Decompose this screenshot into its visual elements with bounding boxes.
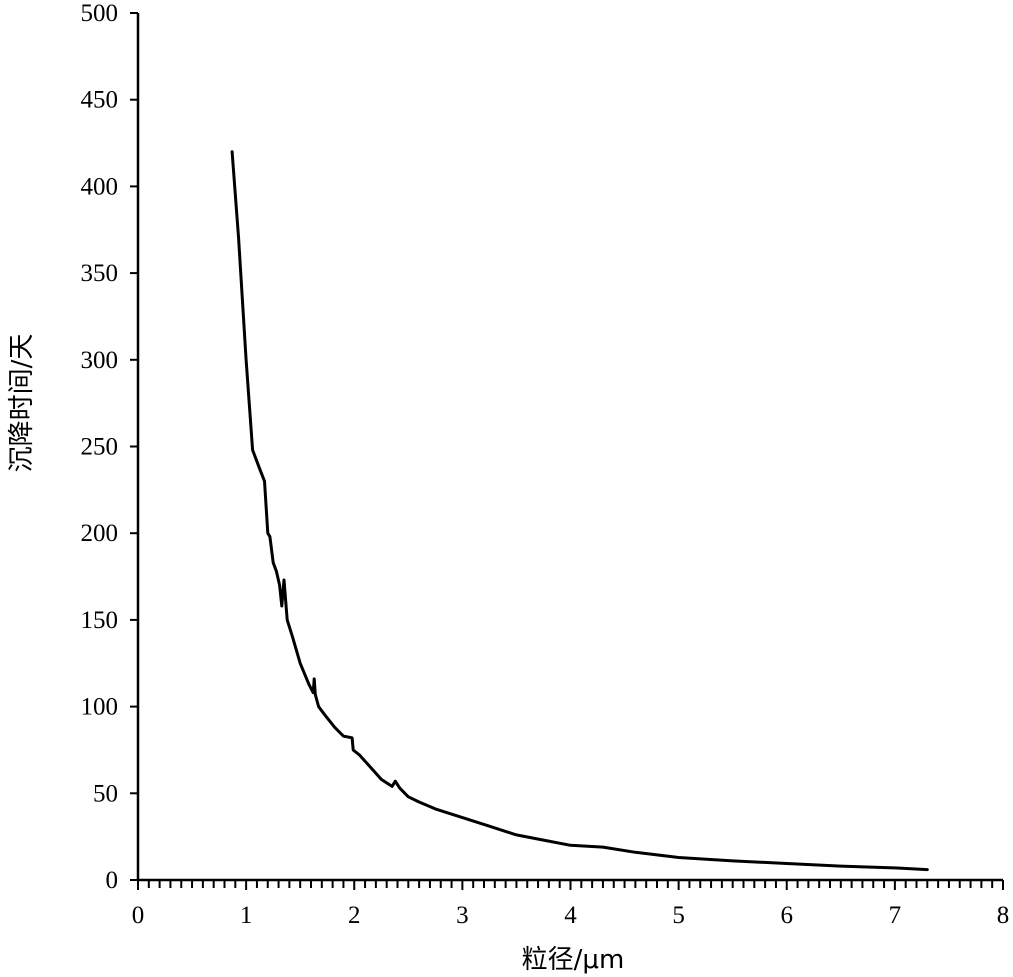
- x-axis-title: 粒径/μm: [522, 945, 625, 975]
- y-tick-label: 50: [93, 780, 118, 807]
- x-tick-label: 4: [564, 902, 577, 929]
- x-tick-label: 6: [781, 902, 794, 929]
- x-tick-label: 0: [132, 902, 145, 929]
- x-axis: 0 1 2 3 4 5 6 7 8: [132, 878, 1010, 929]
- y-axis: 0 50 100 150 200 250 300 350 400 450 500: [81, 0, 140, 894]
- x-tick-label: 2: [348, 902, 361, 929]
- y-tick-label: 400: [81, 173, 119, 200]
- y-tick-label: 300: [81, 347, 119, 374]
- x-tick-label: 1: [240, 902, 253, 929]
- x-tick-label: 8: [997, 902, 1010, 929]
- x-tick-label: 5: [672, 902, 685, 929]
- y-tick-label: 200: [81, 520, 119, 547]
- x-tick-label: 7: [889, 902, 902, 929]
- y-tick-label: 0: [106, 867, 119, 894]
- y-tick-label: 150: [81, 607, 119, 634]
- y-tick-label: 250: [81, 434, 119, 461]
- y-tick-label: 350: [81, 260, 119, 287]
- plot-area: [230, 150, 929, 872]
- y-tick-label: 100: [81, 694, 119, 721]
- series-line: [230, 150, 929, 872]
- y-tick-label: 500: [81, 0, 119, 27]
- x-tick-label: 3: [456, 902, 469, 929]
- y-axis-title: 沉降时间/天: [7, 334, 37, 473]
- y-tick-label: 450: [81, 87, 119, 114]
